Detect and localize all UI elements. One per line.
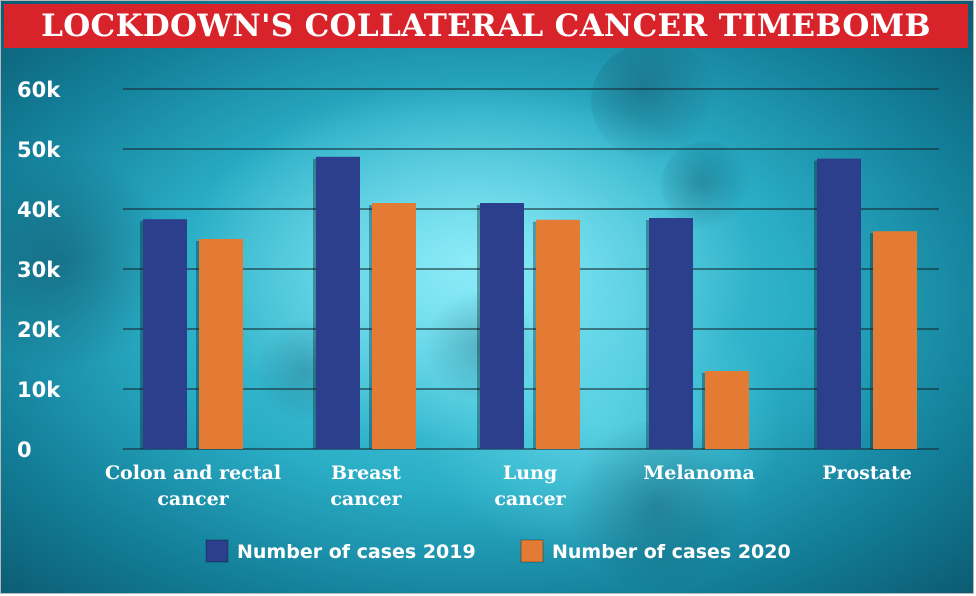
y-tick-label: 40k (17, 198, 61, 222)
bar-shadow (196, 241, 199, 449)
y-tick-label: 30k (17, 258, 61, 282)
x-category-label: cancer (494, 488, 566, 510)
bar-shadow (369, 205, 372, 449)
bar-shadow (533, 221, 536, 449)
y-tick-label: 10k (17, 378, 61, 402)
bar-2019 (480, 203, 524, 449)
bar-2020 (536, 219, 580, 449)
bar-2019 (316, 156, 360, 450)
bar-shadow (702, 373, 705, 449)
bar-shadow (870, 233, 873, 449)
chart-title: LOCKDOWN'S COLLATERAL CANCER TIMEBOMB (41, 8, 931, 44)
legend: Number of cases 2019 Number of cases 2020 (205, 539, 791, 563)
y-tick-label: 60k (17, 78, 61, 102)
bars-layer (140, 156, 917, 450)
bar-shadow (140, 221, 143, 449)
y-tick-label: 50k (17, 138, 61, 162)
title-banner: LOCKDOWN'S COLLATERAL CANCER TIMEBOMB (4, 4, 968, 48)
x-category-label: Melanoma (643, 462, 755, 484)
x-category-label: Lung (503, 462, 557, 484)
legend-swatch-2019 (205, 539, 229, 563)
bar-2020 (372, 203, 416, 449)
x-category-label: Breast (331, 462, 401, 484)
bar-2020 (199, 239, 243, 449)
bar-shadow (313, 158, 316, 450)
bar-2019 (649, 218, 693, 449)
legend-label: Number of cases 2020 (552, 541, 791, 563)
x-category-label: cancer (157, 488, 229, 510)
x-category-label: Prostate (822, 462, 912, 484)
bar-2020 (705, 371, 749, 449)
bar-2020 (873, 231, 917, 449)
grid-layer (123, 88, 939, 450)
x-category-label: cancer (330, 488, 402, 510)
bar-2019 (817, 158, 861, 449)
y-tick-label: 0 (17, 438, 32, 462)
bar-2019 (143, 219, 187, 449)
y-tick-label: 20k (17, 318, 61, 342)
x-axis-categories: Colon and rectal cancer Breast cancer Lung ca… (105, 462, 912, 510)
legend-swatch-2020 (520, 539, 544, 563)
y-axis-ticks: 0 10k 20k 30k 40k 50k 60k (17, 78, 61, 462)
bar-shadow (477, 205, 480, 449)
legend-label: Number of cases 2019 (237, 541, 476, 563)
bar-shadow (646, 220, 649, 449)
x-category-label: Colon and rectal (105, 462, 281, 484)
bar-shadow (814, 160, 817, 449)
